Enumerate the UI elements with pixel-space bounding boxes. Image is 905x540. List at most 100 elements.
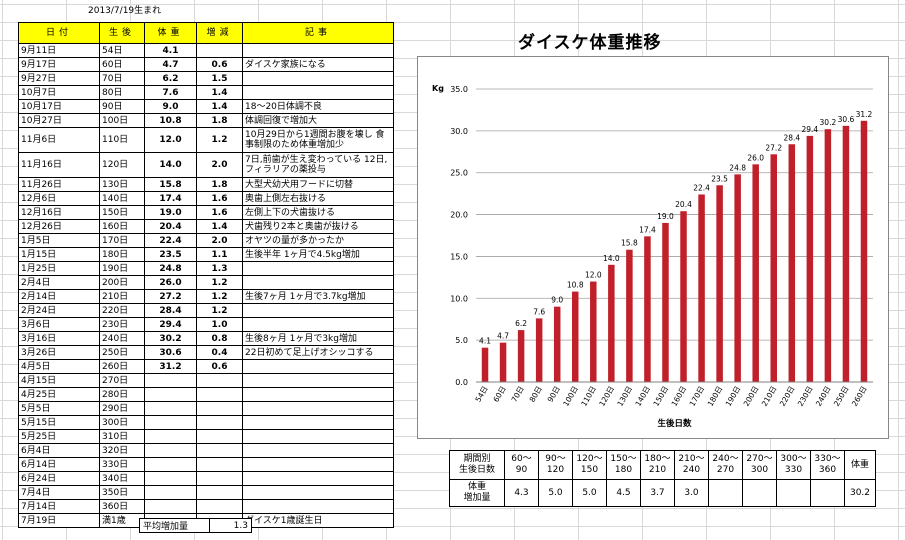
bar — [499, 342, 507, 382]
summary-period: 210〜 240 — [674, 450, 709, 480]
cell-age: 340日 — [99, 471, 145, 486]
cell-note — [242, 359, 394, 374]
table-row: 5月25日 310日 — [18, 429, 394, 444]
cell-age: 54日 — [99, 43, 145, 58]
cell-age: 110日 — [99, 127, 145, 153]
cell-note: 生後8ヶ月 1ヶ月で3kg増加 — [242, 331, 394, 346]
cell-weight: 29.4 — [144, 317, 197, 332]
bar — [590, 281, 597, 382]
cell-date: 7月14日 — [18, 499, 100, 514]
data-label: 24.8 — [729, 163, 746, 172]
cell-weight — [144, 415, 197, 430]
cell-weight: 30.6 — [144, 345, 197, 360]
cell-weight: 6.2 — [144, 71, 197, 86]
bar — [770, 154, 777, 382]
cell-change — [196, 485, 243, 500]
x-tick-label: 130日 — [615, 385, 634, 408]
x-tick-label: 210日 — [760, 385, 779, 408]
cell-note — [242, 387, 394, 402]
summary-final-value-line: 30.2 — [849, 487, 871, 498]
header-weight: 体重 — [144, 22, 197, 44]
cell-note — [242, 275, 394, 290]
summary-period-line: 180 — [614, 465, 633, 475]
cell-date: 12月26日 — [18, 219, 100, 234]
y-axis-label: Kg — [432, 84, 444, 93]
cell-date: 5月15日 — [18, 415, 100, 430]
bar — [860, 120, 868, 382]
cell-change: 1.2 — [196, 289, 243, 304]
x-tick-label: 190日 — [724, 385, 743, 408]
cell-date: 6月24日 — [18, 471, 100, 486]
data-label: 15.8 — [621, 239, 638, 248]
cell-weight: 9.0 — [144, 99, 197, 114]
cell-weight: 14.0 — [144, 152, 197, 178]
table-row: 4月15日 270日 — [18, 373, 394, 388]
bar — [788, 144, 796, 382]
cell-age: 160日 — [99, 219, 145, 234]
cell-date: 4月15日 — [18, 373, 100, 388]
data-label: 29.4 — [801, 125, 818, 134]
table-row: 2月4日 200日 26.0 1.2 — [18, 275, 394, 290]
bar — [535, 318, 543, 382]
table-row: 9月27日 70日 6.2 1.5 — [18, 71, 394, 86]
cell-note — [242, 85, 394, 100]
cell-change — [196, 471, 243, 486]
bar — [553, 306, 561, 382]
table-row: 10月17日 90日 9.0 1.4 18〜20日体調不良 — [18, 99, 394, 114]
data-label: 7.6 — [533, 307, 545, 316]
data-label: 10.8 — [567, 281, 584, 290]
table-row: 6月14日 330日 — [18, 457, 394, 472]
cell-date: 2月24日 — [18, 303, 100, 318]
table-row: 10月27日 100日 10.8 1.8 体調回復で増加大 — [18, 113, 394, 128]
cell-change: 0.8 — [196, 331, 243, 346]
cell-note — [242, 303, 394, 318]
cell-note — [242, 401, 394, 416]
cell-change — [196, 499, 243, 514]
cell-weight: 26.0 — [144, 275, 197, 290]
cell-date: 9月11日 — [18, 43, 100, 58]
cell-weight: 4.1 — [144, 43, 197, 58]
birth-note: 2013/7/19生まれ — [88, 6, 162, 16]
data-label: 20.4 — [675, 200, 692, 209]
cell-weight — [144, 387, 197, 402]
summary-period: 330〜 360 — [810, 450, 845, 480]
table-row: 4月5日 260日 31.2 0.6 — [18, 359, 394, 374]
cell-age: 240日 — [99, 331, 145, 346]
data-label: 19.0 — [657, 212, 674, 221]
cell-change: 0.6 — [196, 57, 243, 72]
summary-period-line: 330 — [784, 465, 803, 475]
cell-age: 350日 — [99, 485, 145, 500]
cell-date: 7月19日 — [18, 513, 100, 528]
x-tick-label: 70日 — [510, 385, 526, 404]
table-row: 6月24日 340日 — [18, 471, 394, 486]
chart-area: 0.0 5.0 10.0 15.0 20.0 25.0 30.0 35.0 Kg 4.1 54日 4.… — [417, 56, 889, 439]
summary-final-header-line: 体重 — [850, 459, 869, 470]
cell-weight: 22.4 — [144, 233, 197, 248]
cell-note — [242, 471, 394, 486]
x-tick-label: 60日 — [491, 385, 507, 404]
cell-age: 290日 — [99, 401, 145, 416]
summary-period-header: 期間別 生後日数 — [449, 450, 505, 480]
summary-period-line: 300〜 — [780, 454, 807, 464]
data-label: 26.0 — [747, 153, 764, 162]
summary-gain-line: 4.3 — [514, 487, 529, 498]
cell-date: 1月25日 — [18, 261, 100, 276]
summary-gain: 5.0 — [572, 479, 607, 507]
summary-gain — [810, 479, 845, 507]
summary-period: 120〜 150 — [572, 450, 607, 480]
cell-date: 6月4日 — [18, 443, 100, 458]
bar — [752, 164, 759, 382]
bar — [644, 236, 651, 382]
data-label: 12.0 — [585, 271, 602, 280]
summary-gain: 4.5 — [606, 479, 641, 507]
cell-note — [242, 373, 394, 388]
table-row: 12月26日 160日 20.4 1.4 犬歯残り2本と奥歯が抜ける — [18, 219, 394, 234]
cell-date: 9月27日 — [18, 71, 100, 86]
bar — [680, 211, 687, 382]
cell-age: 180日 — [99, 247, 145, 262]
summary-gain — [776, 479, 811, 507]
bar — [608, 264, 615, 382]
cell-date: 11月6日 — [18, 127, 100, 153]
data-label: 4.7 — [497, 332, 509, 341]
summary-period-line: 150 — [580, 465, 599, 475]
